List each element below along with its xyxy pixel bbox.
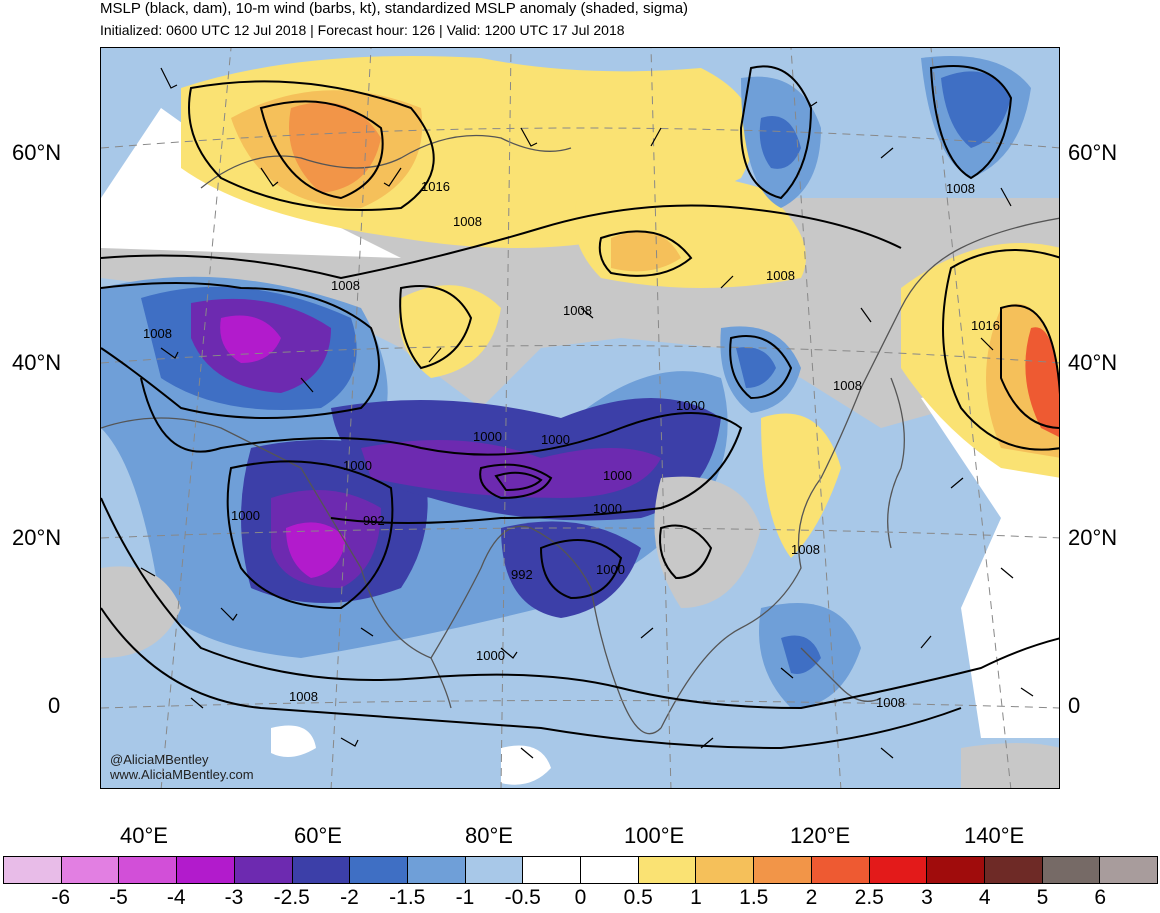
lat-label-left: 40°N bbox=[12, 350, 62, 375]
contour-label: 1000 bbox=[476, 648, 505, 663]
contour-label: 1008 bbox=[833, 378, 862, 393]
colorbar-tick-label: 2 bbox=[805, 886, 818, 909]
colorbar-tick-label: -4 bbox=[166, 886, 186, 909]
contour-label: 992 bbox=[363, 513, 385, 528]
contour-label: 1000 bbox=[593, 501, 622, 516]
contour-label: 1008 bbox=[453, 214, 482, 229]
colorbar-tick-label: 6 bbox=[1094, 886, 1107, 909]
mslp-contours bbox=[101, 65, 1059, 750]
colorbar-tick-label: 0 bbox=[574, 886, 587, 909]
colorbar-tick-label: 1.5 bbox=[739, 886, 769, 909]
credit-url: www.AliciaMBentley.com bbox=[110, 767, 254, 782]
lon-label: 100°E bbox=[624, 823, 685, 848]
colorbar-tick-label: -0.5 bbox=[504, 886, 541, 909]
colorbar-swatch bbox=[1100, 857, 1158, 883]
map-subtitle: Initialized: 0600 UTC 12 Jul 2018 | Fore… bbox=[100, 22, 625, 38]
colorbar-swatch bbox=[177, 857, 235, 883]
lat-label-left: 20°N bbox=[12, 525, 62, 550]
contour-label: 1016 bbox=[971, 318, 1000, 333]
colorbar-swatch bbox=[407, 857, 466, 883]
anomaly-shading bbox=[101, 56, 1059, 788]
colorbar-tick-label: -2.5 bbox=[273, 886, 310, 909]
colorbar-tick-label: -1.5 bbox=[389, 886, 426, 909]
contour-label: 1000 bbox=[343, 458, 372, 473]
contour-label: 1008 bbox=[331, 278, 360, 293]
contour-label: 1008 bbox=[876, 695, 905, 710]
colorbar-tick-label: -2 bbox=[340, 886, 359, 909]
colorbar-swatch bbox=[581, 857, 639, 883]
colorbar-tick-label: 3 bbox=[921, 886, 933, 909]
contour-label: 1016 bbox=[421, 179, 450, 194]
colorbar-tick-label: 5 bbox=[1036, 886, 1049, 909]
lon-label: 60°E bbox=[294, 823, 342, 848]
colorbar-swatch bbox=[119, 857, 178, 883]
lat-label-right: 40°N bbox=[1068, 350, 1118, 375]
lat-label-right: 20°N bbox=[1068, 525, 1118, 550]
colorbar-tick-label: -3 bbox=[224, 886, 244, 909]
contour-label: 992 bbox=[511, 567, 533, 582]
map-title: MSLP (black, dam), 10-m wind (barbs, kt)… bbox=[100, 0, 689, 17]
colorbar-swatch bbox=[292, 857, 351, 883]
colorbar-swatch bbox=[984, 857, 1043, 883]
colorbar-swatch bbox=[1042, 857, 1101, 883]
colorbar-swatch bbox=[696, 857, 755, 883]
credit-handle: @AliciaMBentley bbox=[110, 752, 209, 767]
contour-label: 1008 bbox=[791, 542, 820, 557]
lon-label: 40°E bbox=[120, 823, 168, 848]
colorbar-swatch bbox=[523, 857, 582, 883]
contour-label: 1008 bbox=[143, 326, 172, 341]
contour-label: 1008 bbox=[289, 689, 318, 704]
contour-label: 1000 bbox=[603, 468, 632, 483]
colorbar-tick-label: 1 bbox=[690, 886, 702, 909]
contour-label: 1000 bbox=[676, 398, 705, 413]
colorbar-tick-label: -6 bbox=[51, 886, 71, 909]
contour-label: 1000 bbox=[473, 429, 502, 444]
colorbar-swatch bbox=[638, 857, 697, 883]
colorbar-swatch bbox=[465, 857, 524, 883]
colorbar-swatch bbox=[754, 857, 812, 883]
colorbar-swatch bbox=[61, 857, 120, 883]
lat-label-left: 0 bbox=[48, 693, 61, 718]
contour-label: 1008 bbox=[766, 268, 795, 283]
colorbar-swatch bbox=[811, 857, 870, 883]
colorbar-swatch bbox=[234, 857, 293, 883]
map-svg: 1016 1008 1008 1008 1008 1008 1016 1008 … bbox=[101, 48, 1059, 788]
contour-label-group: 1016 1008 1008 1008 1008 1008 1016 1008 … bbox=[143, 179, 1000, 710]
lon-label: 80°E bbox=[465, 823, 513, 848]
colorbar-tick-label: 0.5 bbox=[623, 886, 653, 909]
colorbar-tick-label: -1 bbox=[455, 886, 475, 909]
colorbar-swatch bbox=[350, 857, 408, 883]
lat-label-right: 60°N bbox=[1068, 140, 1118, 165]
colorbar bbox=[3, 856, 1158, 884]
contour-label: 1000 bbox=[541, 432, 570, 447]
colorbar-swatch bbox=[927, 857, 985, 883]
lat-label-left: 60°N bbox=[12, 140, 62, 165]
wind-barbs bbox=[140, 67, 1034, 759]
colorbar-tick-label: -5 bbox=[109, 886, 128, 909]
contour-label: 1000 bbox=[231, 508, 260, 523]
colorbar-swatch bbox=[869, 857, 928, 883]
lon-label: 120°E bbox=[790, 823, 851, 848]
lat-label-right: 0 bbox=[1068, 693, 1081, 718]
contour-label: 1008 bbox=[946, 181, 975, 196]
colorbar-tick-label: 2.5 bbox=[854, 886, 884, 909]
contour-label: 1008 bbox=[563, 303, 592, 318]
lon-label: 140°E bbox=[964, 823, 1025, 848]
contour-label: 1000 bbox=[596, 562, 625, 577]
map-panel: 1016 1008 1008 1008 1008 1008 1016 1008 … bbox=[100, 47, 1060, 789]
colorbar-swatch bbox=[4, 857, 62, 883]
colorbar-tick-label: 4 bbox=[978, 886, 991, 909]
